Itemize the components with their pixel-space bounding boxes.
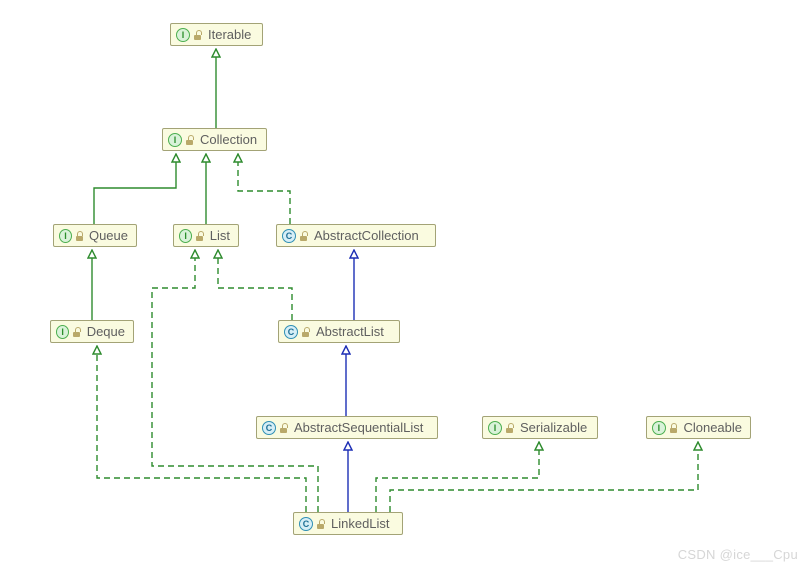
node-serializable: I Serializable bbox=[482, 416, 598, 439]
edge-linkedlist-to-cloneable bbox=[390, 442, 698, 512]
node-label: AbstractList bbox=[316, 324, 384, 339]
node-deque: I Deque bbox=[50, 320, 134, 343]
lock-icon bbox=[195, 230, 205, 241]
node-abstractsequentiallist: C AbstractSequentialList bbox=[256, 416, 438, 439]
lock-icon bbox=[505, 422, 516, 433]
node-label: Iterable bbox=[208, 27, 251, 42]
class-icon: C bbox=[299, 517, 313, 531]
lock-icon bbox=[185, 134, 196, 145]
node-linkedlist: C LinkedList bbox=[293, 512, 403, 535]
watermark: CSDN @ice___Cpu bbox=[678, 547, 798, 562]
node-label: AbstractSequentialList bbox=[294, 420, 423, 435]
node-collection: I Collection bbox=[162, 128, 267, 151]
lock-icon bbox=[316, 518, 327, 529]
lock-icon bbox=[193, 29, 204, 40]
interface-icon: I bbox=[176, 28, 190, 42]
node-label: Deque bbox=[87, 324, 125, 339]
lock-icon bbox=[75, 230, 85, 241]
node-abstractcollection: C AbstractCollection bbox=[276, 224, 436, 247]
lock-icon bbox=[301, 326, 312, 337]
class-icon: C bbox=[282, 229, 296, 243]
interface-icon: I bbox=[56, 325, 69, 339]
edge-linkedlist-to-serializable bbox=[376, 442, 539, 512]
node-label: AbstractCollection bbox=[314, 228, 419, 243]
lock-icon bbox=[299, 230, 310, 241]
node-cloneable: I Cloneable bbox=[646, 416, 751, 439]
node-iterable: I Iterable bbox=[170, 23, 263, 46]
node-abstractlist: C AbstractList bbox=[278, 320, 400, 343]
interface-icon: I bbox=[488, 421, 502, 435]
node-label: Queue bbox=[89, 228, 128, 243]
node-label: Serializable bbox=[520, 420, 587, 435]
interface-icon: I bbox=[179, 229, 192, 243]
lock-icon bbox=[279, 422, 290, 433]
edge-abstractcollection-to-collection bbox=[238, 154, 290, 224]
edge-queue-to-collection bbox=[94, 154, 176, 224]
edge-abstractlist-to-list bbox=[218, 250, 292, 320]
class-icon: C bbox=[262, 421, 276, 435]
lock-icon bbox=[72, 326, 82, 337]
interface-icon: I bbox=[652, 421, 666, 435]
node-queue: I Queue bbox=[53, 224, 137, 247]
interface-icon: I bbox=[59, 229, 72, 243]
node-list: I List bbox=[173, 224, 239, 247]
edge-linkedlist-to-list bbox=[152, 250, 318, 512]
lock-icon bbox=[669, 422, 680, 433]
node-label: Collection bbox=[200, 132, 257, 147]
interface-icon: I bbox=[168, 133, 182, 147]
node-label: Cloneable bbox=[683, 420, 742, 435]
edge-layer bbox=[0, 0, 804, 568]
class-icon: C bbox=[284, 325, 298, 339]
node-label: List bbox=[210, 228, 230, 243]
node-label: LinkedList bbox=[331, 516, 390, 531]
